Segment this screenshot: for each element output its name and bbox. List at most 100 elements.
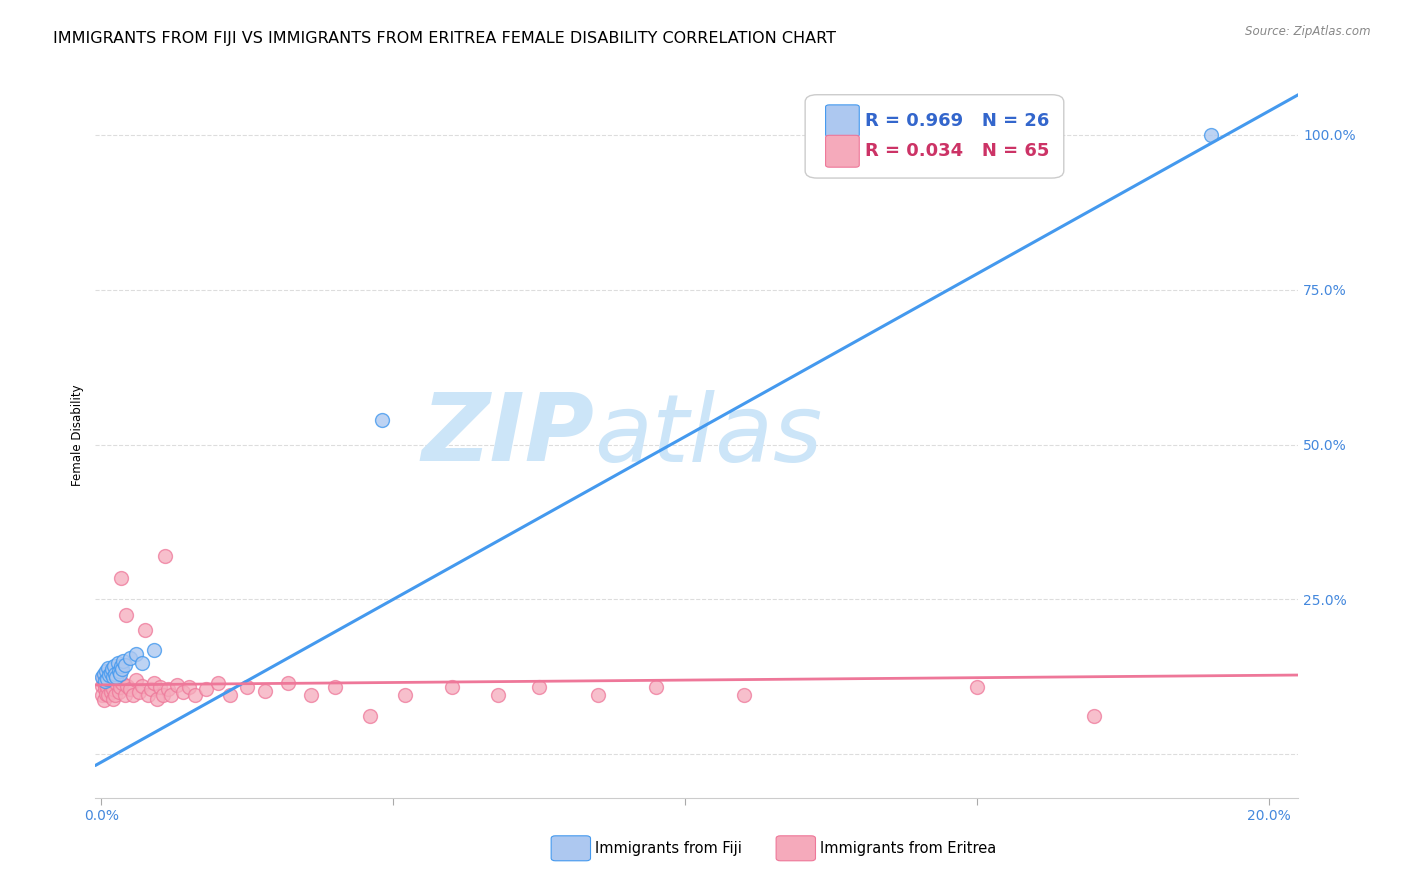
Point [100,662,122,676]
Point [94,673,117,687]
Point [172,685,194,699]
Text: R = 0.969   N = 26: R = 0.969 N = 26 [865,112,1050,130]
Point [277,676,299,690]
Point [104,666,127,681]
Point [100,665,122,680]
Point [100,685,122,699]
Point [586,689,609,703]
Point [97,672,120,686]
Point [966,681,988,695]
Text: ZIP: ZIP [422,389,595,482]
Point [166,678,188,692]
Text: Source: ZipAtlas.com: Source: ZipAtlas.com [1246,25,1371,38]
Point [177,681,200,695]
Point [96,672,118,686]
Point [155,549,177,563]
Point [183,689,205,703]
Point [218,689,240,703]
Point [111,676,134,690]
Point [131,656,153,670]
Point [157,682,180,697]
Point [149,681,172,695]
Point [96,681,118,695]
Point [299,689,322,703]
Point [105,676,128,690]
Point [100,674,122,689]
Point [733,689,755,703]
Point [108,681,131,695]
Point [101,691,124,706]
Point [110,659,132,673]
Point [105,670,128,684]
Point [91,670,114,684]
Point [120,651,142,665]
Point [111,662,134,676]
Point [98,668,121,682]
Point [394,689,416,703]
Text: R = 0.034   N = 65: R = 0.034 N = 65 [865,142,1050,161]
Point [136,689,159,703]
Point [142,676,165,690]
Point [103,668,125,682]
Point [114,657,136,672]
Point [359,709,381,723]
Text: atlas: atlas [595,390,823,481]
Point [94,664,117,678]
Point [1199,128,1222,142]
Point [107,670,129,684]
Point [486,689,509,703]
Point [103,682,125,697]
Text: Immigrants from Eritrea: Immigrants from Eritrea [820,841,995,855]
Point [125,647,148,661]
Point [128,685,150,699]
Point [114,689,136,703]
Point [107,664,129,678]
FancyBboxPatch shape [825,136,859,167]
Point [91,689,114,703]
Point [131,679,153,693]
Point [93,676,115,690]
Point [1083,709,1105,723]
FancyBboxPatch shape [806,95,1064,178]
Point [107,685,129,699]
Point [142,643,165,657]
Point [440,681,463,695]
Point [98,678,121,692]
Point [107,656,129,670]
Point [120,682,142,697]
Point [91,670,114,684]
Point [125,673,148,687]
Point [139,682,162,697]
Point [110,571,132,585]
Text: Immigrants from Fiji: Immigrants from Fiji [595,841,741,855]
Point [112,654,135,668]
Point [114,607,136,622]
FancyBboxPatch shape [825,105,859,136]
Point [117,679,139,693]
Point [122,689,145,703]
Y-axis label: Female Disability: Female Disability [72,384,84,486]
Point [93,682,115,697]
Point [97,666,120,681]
Point [145,691,167,706]
Point [108,666,131,681]
Point [97,689,120,703]
Point [236,681,259,695]
Point [93,693,115,707]
Point [93,666,115,681]
Point [90,679,112,693]
Point [323,681,346,695]
Point [527,681,550,695]
Point [103,659,125,673]
Point [195,682,218,697]
Point [134,624,156,638]
Text: IMMIGRANTS FROM FIJI VS IMMIGRANTS FROM ERITREA FEMALE DISABILITY CORRELATION CH: IMMIGRANTS FROM FIJI VS IMMIGRANTS FROM … [53,31,837,46]
Point [370,413,392,427]
Point [207,676,229,690]
Point [253,684,276,698]
Point [160,689,183,703]
Point [97,660,120,674]
Point [104,689,127,703]
Point [94,687,117,701]
Point [152,689,174,703]
